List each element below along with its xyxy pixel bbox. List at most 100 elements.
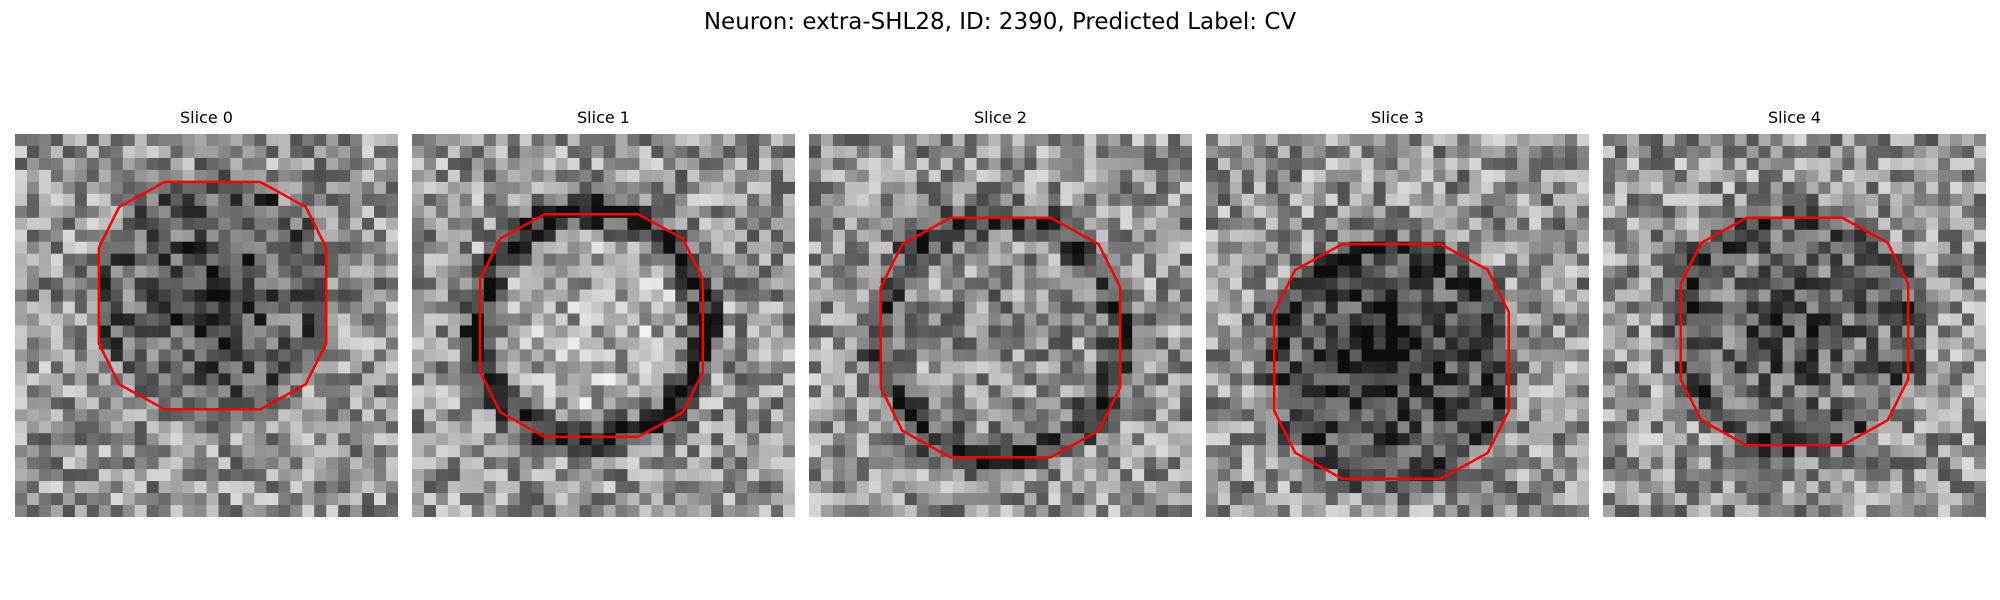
image-pixel <box>735 457 748 470</box>
image-pixel <box>603 277 617 291</box>
image-pixel <box>1301 301 1315 315</box>
image-pixel <box>1553 505 1566 517</box>
image-pixel <box>1060 457 1073 470</box>
image-pixel <box>1505 265 1518 279</box>
image-pixel <box>386 313 398 327</box>
image-pixel <box>1842 145 1855 159</box>
image-pixel <box>856 217 870 231</box>
image-pixel <box>1361 325 1375 339</box>
image-pixel <box>1144 481 1157 494</box>
image-pixel <box>15 445 28 458</box>
image-pixel <box>26 397 40 410</box>
image-pixel <box>1229 337 1243 351</box>
image-pixel <box>302 253 315 267</box>
image-pixel <box>1168 457 1181 470</box>
image-pixel <box>711 433 724 446</box>
image-pixel <box>1577 313 1589 327</box>
image-pixel <box>326 385 339 398</box>
image-pixel <box>86 265 100 279</box>
image-pixel <box>832 289 846 303</box>
image-pixel <box>1794 169 1808 183</box>
image-pixel <box>1229 253 1243 267</box>
image-pixel <box>62 265 76 279</box>
image-pixel <box>856 361 870 374</box>
image-pixel <box>1830 445 1843 458</box>
image-pixel <box>1890 409 1903 422</box>
image-pixel <box>976 229 990 243</box>
image-pixel <box>1409 289 1423 303</box>
image-pixel <box>1902 145 1915 159</box>
image-pixel <box>687 181 700 195</box>
image-pixel <box>699 313 712 327</box>
image-pixel <box>362 193 375 207</box>
image-pixel <box>278 349 291 363</box>
image-pixel <box>1626 265 1640 279</box>
image-pixel <box>362 325 375 339</box>
image-pixel <box>579 289 593 303</box>
image-pixel <box>1265 229 1279 243</box>
image-pixel <box>495 325 509 339</box>
image-pixel <box>1505 145 1518 159</box>
image-pixel <box>1830 265 1843 279</box>
image-pixel <box>62 169 76 183</box>
image-pixel <box>1385 481 1399 494</box>
image-pixel <box>940 397 954 410</box>
image-pixel <box>1469 421 1482 434</box>
image-pixel <box>1144 193 1157 207</box>
image-pixel <box>711 337 724 351</box>
image-pixel <box>1626 241 1640 255</box>
image-pixel <box>952 205 966 219</box>
image-pixel <box>1469 433 1482 446</box>
image-pixel <box>15 493 28 506</box>
image-pixel <box>988 169 1002 183</box>
image-pixel <box>940 241 954 255</box>
image-pixel <box>771 493 784 506</box>
image-pixel <box>1710 313 1724 327</box>
image-pixel <box>1698 193 1712 207</box>
image-pixel <box>1469 445 1482 458</box>
image-pixel <box>1962 301 1975 315</box>
image-pixel <box>1974 349 1986 363</box>
image-pixel <box>1890 421 1903 434</box>
image-pixel <box>290 349 303 363</box>
image-pixel <box>1072 397 1085 410</box>
image-pixel <box>1337 421 1351 434</box>
image-pixel <box>1072 217 1085 231</box>
image-pixel <box>412 301 425 315</box>
image-pixel <box>952 385 966 398</box>
image-pixel <box>1048 289 1061 303</box>
image-pixel <box>832 349 846 363</box>
image-pixel <box>591 157 605 171</box>
image-pixel <box>278 445 291 458</box>
image-pixel <box>1108 145 1121 159</box>
image-pixel <box>1096 361 1109 374</box>
image-pixel <box>1072 481 1085 494</box>
image-pixel <box>1950 361 1963 374</box>
image-pixel <box>1529 373 1542 386</box>
image-pixel <box>266 253 279 267</box>
image-pixel <box>26 217 40 231</box>
image-pixel <box>771 134 784 147</box>
image-pixel <box>1481 217 1494 231</box>
image-pixel <box>1180 169 1192 183</box>
image-pixel <box>1553 181 1566 195</box>
image-pixel <box>1698 169 1712 183</box>
image-pixel <box>783 481 795 494</box>
image-pixel <box>435 445 449 458</box>
image-pixel <box>447 397 461 410</box>
image-pixel <box>832 385 846 398</box>
image-pixel <box>916 445 930 458</box>
image-pixel <box>1060 409 1073 422</box>
image-pixel <box>1361 337 1375 351</box>
image-pixel <box>1301 337 1315 351</box>
image-pixel <box>1505 169 1518 183</box>
image-pixel <box>771 229 784 243</box>
image-pixel <box>1072 469 1085 482</box>
image-pixel <box>86 289 100 303</box>
image-pixel <box>15 505 28 517</box>
image-pixel <box>98 134 112 147</box>
image-pixel <box>182 145 196 159</box>
image-pixel <box>1206 181 1219 195</box>
image-pixel <box>1421 457 1435 470</box>
image-pixel <box>567 469 581 482</box>
